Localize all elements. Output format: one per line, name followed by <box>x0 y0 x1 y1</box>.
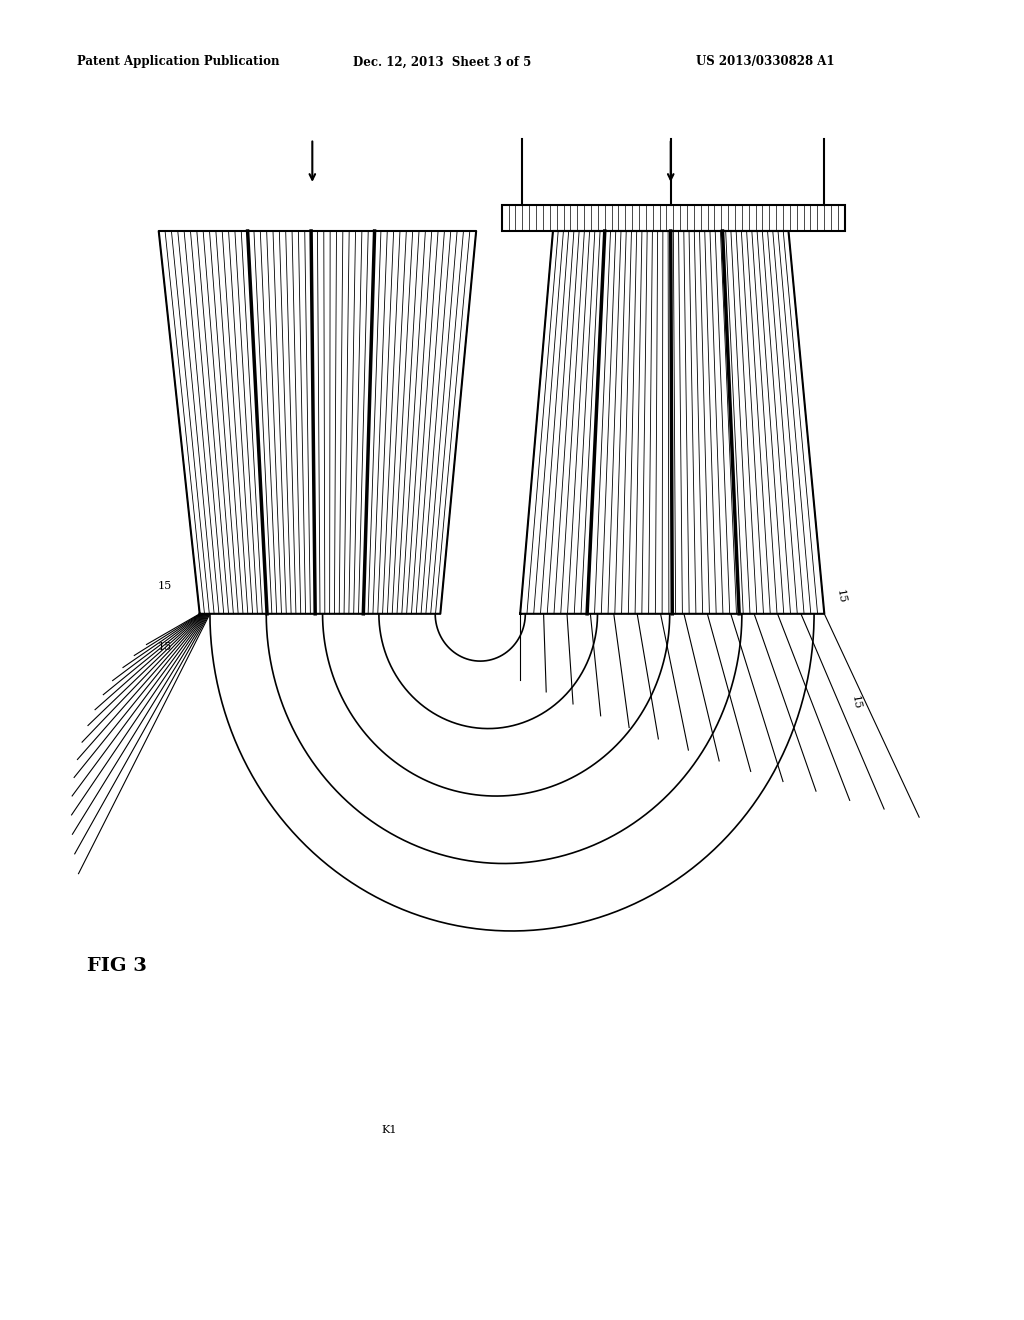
Text: FIG 3: FIG 3 <box>87 957 146 975</box>
Text: K1: K1 <box>381 1125 397 1135</box>
Text: Patent Application Publication: Patent Application Publication <box>77 55 280 69</box>
Text: Dec. 12, 2013  Sheet 3 of 5: Dec. 12, 2013 Sheet 3 of 5 <box>353 55 531 69</box>
Text: 15: 15 <box>158 642 172 652</box>
Text: US 2013/0330828 A1: US 2013/0330828 A1 <box>696 55 835 69</box>
Text: 15: 15 <box>835 589 847 605</box>
Text: 15: 15 <box>850 694 862 710</box>
Text: 15: 15 <box>158 581 172 591</box>
